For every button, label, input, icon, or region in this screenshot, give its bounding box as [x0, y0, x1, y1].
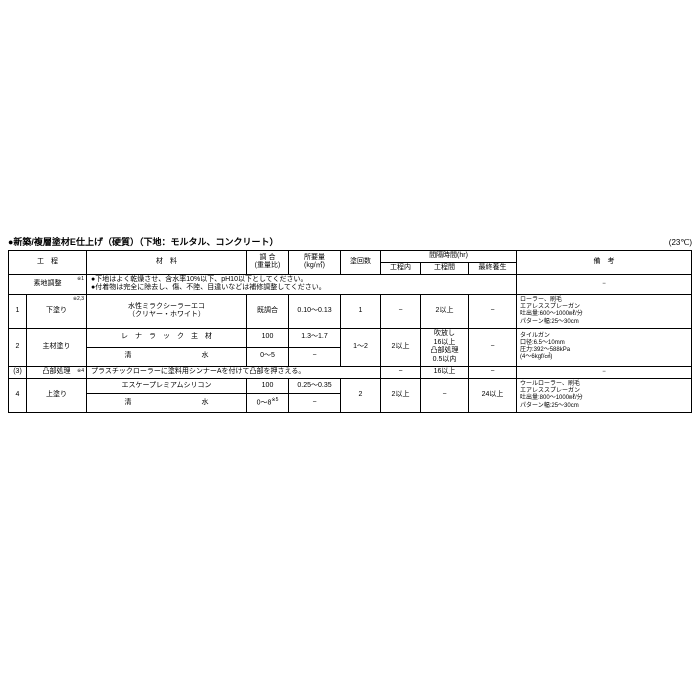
spec-table: 工 程 材 料 調 合(重量比) 所要量(kg/㎡) 塗回数 間隔時間(hr) … [8, 250, 692, 413]
mix-cell: 0〜5 [247, 347, 289, 366]
table-row: 2 主材塗り レ ナ ラ ッ ク 主 材 100 1.3〜1.7 1〜2 2以上… [9, 328, 692, 347]
process-sup: ※1 [77, 276, 84, 282]
process-sup: ※4 [77, 368, 84, 374]
amount-cell: 0.25〜0.35 [289, 378, 341, 393]
table-row: 4 上塗り エスケープレミアムシリコン 100 0.25〜0.35 2 2以上 … [9, 378, 692, 393]
col-mix: 調 合(重量比) [247, 251, 289, 275]
col-process: 工 程 [9, 251, 87, 275]
interval-in-cell: − [381, 366, 421, 378]
amount-cell: 1.3〜1.7 [289, 328, 341, 347]
step-no: 4 [9, 378, 27, 412]
amount-cell: 0.10〜0.13 [289, 295, 341, 329]
substrate-note: ●下地はよく乾燥させ、含水率10%以下、pH10以下としてください。●付着物は完… [87, 274, 517, 295]
step-no: (3) [9, 366, 27, 378]
remarks-cell: − [517, 366, 692, 378]
material-name: 水性ミラクシーラーエコ（クリヤー・ホワイト） [87, 295, 247, 329]
interval-between-cell: 吹放し16以上凸部処理0.5以内 [421, 328, 469, 366]
col-interval-between: 工程間 [421, 262, 469, 274]
table-row: 素地調整 ※1 ●下地はよく乾燥させ、含水率10%以下、pH10以下としてくださ… [9, 274, 692, 295]
coats-cell: 2 [341, 378, 381, 412]
interval-between-cell: 2以上 [421, 295, 469, 329]
col-material: 材 料 [87, 251, 247, 275]
interval-in-cell: 2以上 [381, 328, 421, 366]
amount-cell: − [289, 347, 341, 366]
cure-cell: 24以上 [469, 378, 517, 412]
material-name: 清 水 [87, 394, 247, 412]
coats-cell: 1〜2 [341, 328, 381, 366]
col-interval: 間隔時間(hr) [381, 251, 517, 263]
process-name: 上塗り [46, 391, 67, 398]
process-sup: ※2,3 [73, 296, 84, 302]
process-name: 素地調整 [34, 280, 62, 287]
temperature-note: (23℃) [669, 238, 692, 247]
remarks-cell: − [517, 274, 692, 295]
process-name: 下塗り [46, 307, 67, 314]
remarks-cell: ウールローラー、刷毛エアレススプレーガン吐出量:800〜1000㎖/分パターン幅… [517, 378, 692, 412]
table-row: (3) 凸部処理 ※4 プラスチックローラーに塗料用シンナーAを付けて凸部を押さ… [9, 366, 692, 378]
mix-cell: 100 [247, 328, 289, 347]
amount-cell: − [289, 394, 341, 412]
remarks-cell: ローラー、刷毛エアレススプレーガン吐出量:600〜1000㎖/分パターン幅:25… [517, 295, 692, 329]
interval-in-cell: − [381, 295, 421, 329]
cure-cell: − [469, 295, 517, 329]
process-name: 凸部処理 [43, 368, 71, 375]
col-cure: 最終養生 [469, 262, 517, 274]
interval-between-cell: − [421, 378, 469, 412]
col-remarks: 備 考 [517, 251, 692, 275]
material-name: 清 水 [87, 347, 247, 366]
material-name: レ ナ ラ ッ ク 主 材 [87, 328, 247, 347]
step-no: 2 [9, 328, 27, 366]
table-row: 1 下塗り ※2,3 水性ミラクシーラーエコ（クリヤー・ホワイト） 既調合 0.… [9, 295, 692, 329]
cure-cell: − [469, 328, 517, 366]
cure-cell: − [469, 366, 517, 378]
col-amount: 所要量(kg/㎡) [289, 251, 341, 275]
mix-cell: 100 [247, 378, 289, 393]
process-name: 主材塗り [43, 343, 71, 350]
process-note: プラスチックローラーに塗料用シンナーAを付けて凸部を押さえる。 [87, 366, 381, 378]
coats-cell: 1 [341, 295, 381, 329]
interval-between-cell: 16以上 [421, 366, 469, 378]
remarks-cell: タイルガン口径:6.5〜10mm圧力:392〜588kPa(4〜6kgf/㎠) [517, 328, 692, 366]
mix-cell: 0〜8※5 [247, 394, 289, 412]
step-no: 1 [9, 295, 27, 329]
col-interval-in: 工程内 [381, 262, 421, 274]
mix-cell: 既調合 [247, 295, 289, 329]
col-coats: 塗回数 [341, 251, 381, 275]
material-name: エスケープレミアムシリコン [87, 378, 247, 393]
interval-in-cell: 2以上 [381, 378, 421, 412]
table-title: ●新築/複層塗材E仕上げ（硬質）（下地：モルタル、コンクリート） [8, 235, 278, 248]
